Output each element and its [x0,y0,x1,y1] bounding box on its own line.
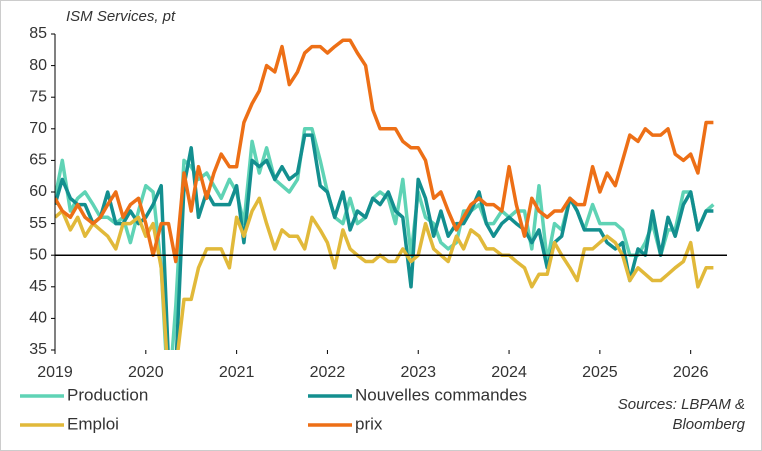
y-tick-label: 85 [29,25,47,42]
x-tick-label: 2021 [219,364,255,381]
x-tick-label: 2020 [128,364,164,381]
series-line [55,133,714,350]
y-tick-label: 60 [29,183,47,200]
y-tick-label: 35 [29,341,47,358]
y-tick-label: 45 [29,278,47,295]
legend-label: Production [67,385,148,404]
y-tick-label: 40 [29,310,47,327]
x-tick-label: 2025 [582,364,618,381]
source-note: Bloomberg [672,416,745,433]
x-tick-label: 2026 [673,364,709,381]
series-line [55,38,714,264]
series-line [55,196,714,350]
x-tick-label: 2022 [310,364,346,381]
y-tick-label: 80 [29,57,47,74]
y-tick-label: 50 [29,246,47,263]
legend-label: prix [355,414,383,433]
y-tick-label: 65 [29,152,47,169]
y-tick-label: 75 [29,88,47,105]
plot-area [55,38,715,350]
x-tick-label: 2023 [400,364,436,381]
legend-label: Emploi [67,414,119,433]
y-tick-label: 70 [29,120,47,137]
x-tick-label: 2019 [37,364,73,381]
chart-title: ISM Services, pt [66,8,176,25]
source-note: Sources: LBPAM & [618,396,745,413]
legend-label: Nouvelles commandes [355,385,527,404]
y-tick-label: 55 [29,215,47,232]
x-tick-label: 2024 [491,364,527,381]
